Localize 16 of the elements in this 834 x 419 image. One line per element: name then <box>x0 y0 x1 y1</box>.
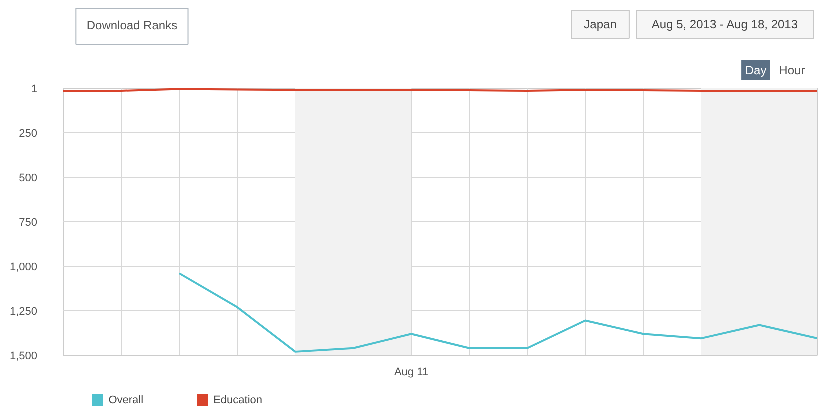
text: Aug 5, 2013 - Aug 18, 2013 <box>652 18 798 32</box>
y-tick-label: 1,000 <box>10 261 38 274</box>
y-tick-label: 1 <box>31 84 38 96</box>
y-tick-label: 1,500 <box>10 350 38 362</box>
legend-label: Overall <box>108 394 144 406</box>
y-tick-label: 250 <box>19 128 38 140</box>
text: Day <box>745 64 767 78</box>
legend-label: Education <box>214 394 263 406</box>
y-tick-label: 500 <box>19 172 38 184</box>
text: Hour <box>779 64 806 78</box>
line-series <box>178 272 818 353</box>
y-tick-label: 1,250 <box>10 306 38 318</box>
text: Japan <box>584 18 617 32</box>
chart-title: Download Ranks <box>86 18 178 32</box>
y-tick-label: 750 <box>19 216 38 229</box>
x-tick-label: Aug 11 <box>394 366 429 378</box>
